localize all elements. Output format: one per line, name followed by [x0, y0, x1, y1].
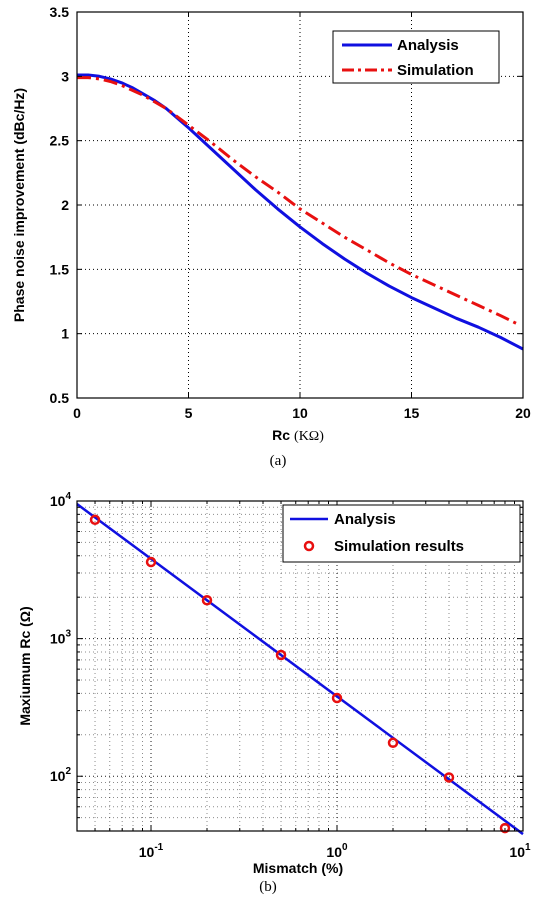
plot-a-ticks: [76, 11, 524, 399]
plot-b-y-tick-label-base: 10: [50, 768, 66, 784]
plot-b-legend-swatch-simulation: [303, 540, 315, 552]
plot-a-y-tick-label: 3.5: [50, 4, 70, 20]
plot-b-x-tick-label: 101: [509, 842, 531, 860]
plot-b-y-tick-label-exp: 4: [65, 491, 71, 502]
plot-b-x-tick-label-exp: 1: [525, 842, 531, 853]
plot-b-simulation-point: [145, 556, 157, 568]
plot-b-x-tick-label: 100: [326, 842, 348, 860]
plot-b-ticks: [77, 501, 523, 831]
plot-b-y-tick-label-base: 10: [50, 493, 66, 509]
plot-b-x-tick-label-base: 10: [139, 844, 155, 860]
plot-b-y-tick-label: 103: [50, 629, 72, 647]
plot-a-x-tick-label: 5: [185, 405, 193, 421]
plot-b-y-tick-label-exp: 3: [65, 629, 71, 640]
plot-b-x-tick-label: 10-1: [139, 842, 164, 860]
plot-b-x-axis-title: Mismatch (%): [253, 860, 343, 876]
plot-b-simulation-point: [443, 772, 455, 783]
plot-b-x-tick-label-base: 10: [326, 844, 342, 860]
plot-a-y-tick-label: 2: [61, 197, 69, 213]
plot-b-y-axis-title: Maxiumum Rc (Ω): [17, 606, 33, 725]
plot-b-x-tick-label-base: 10: [509, 844, 525, 860]
plot-a-y-axis-title: Phase noise improvement (dBc/Hz): [11, 88, 27, 322]
plot-b-x-tick-label-exp: -1: [154, 842, 163, 853]
plot-a-caption: (a): [270, 453, 287, 469]
plot-a-x-tick-label: 0: [73, 405, 81, 421]
plot-a-legend: Analysis Simulation: [332, 30, 500, 84]
plot-a-x-tick-label: 20: [515, 405, 531, 421]
plot-b-simulation-point: [89, 514, 101, 526]
plot-a-y-tick-label: 2.5: [50, 133, 70, 149]
plot-b-y-tick-label: 104: [50, 491, 72, 509]
plot-a-x-axis-title: Rc (KΩ): [272, 427, 324, 444]
plot-a: 0 5 10 15 20 0.5 1 1.5 2 2.5 3 3.5 Analysis Simulat…: [11, 4, 531, 469]
plot-a-tick-labels: 0 5 10 15 20 0.5 1 1.5 2 2.5 3 3.5: [50, 4, 531, 421]
plot-b-y-tick-label: 102: [50, 766, 72, 784]
plot-b-y-tick-label-exp: 2: [65, 766, 71, 777]
plot-b-caption: (b): [259, 879, 277, 895]
plot-b-simulation-point: [499, 822, 511, 834]
plot-b-series: [76, 503, 524, 836]
plot-a-x-axis-title-unit: (KΩ): [294, 429, 324, 444]
plot-b-simulation-point: [201, 595, 213, 606]
plot-a-legend-label-analysis: Analysis: [397, 37, 459, 54]
plot-a-y-tick-label: 1.5: [50, 261, 70, 277]
plot-b-frame: [76, 500, 524, 832]
plot-b-legend-label-analysis: Analysis: [334, 511, 396, 528]
plot-a-legend-box: [332, 30, 500, 84]
plot-a-series-analysis-line: [77, 73, 524, 351]
plot-a-x-tick-label: 15: [404, 405, 420, 421]
plot-a-y-tick-label: 1: [61, 326, 69, 342]
plot-a-x-tick-label: 10: [292, 405, 308, 421]
plot-a-series-simulation-line: [77, 76, 517, 325]
plot-b-legend-box: [282, 504, 521, 563]
plot-b-y-tick-label-base: 10: [50, 631, 66, 647]
plot-a-y-tick-label: 3: [61, 68, 69, 84]
plot-a-x-axis-title-main: Rc: [272, 427, 290, 443]
plot-b-legend-label-simulation: Simulation results: [334, 538, 464, 555]
plot-b-simulation-point: [275, 649, 287, 661]
plot-a-y-tick-label: 0.5: [50, 390, 70, 406]
plot-a-legend-label-simulation: Simulation: [397, 62, 474, 79]
plot-b-simulation-point: [387, 737, 399, 749]
plot-b-x-tick-label-exp: 0: [342, 842, 348, 853]
plot-b-legend: Analysis Simulation results: [282, 504, 521, 563]
plot-b-simulation-point: [331, 692, 343, 704]
plot-a-series: [77, 73, 524, 351]
